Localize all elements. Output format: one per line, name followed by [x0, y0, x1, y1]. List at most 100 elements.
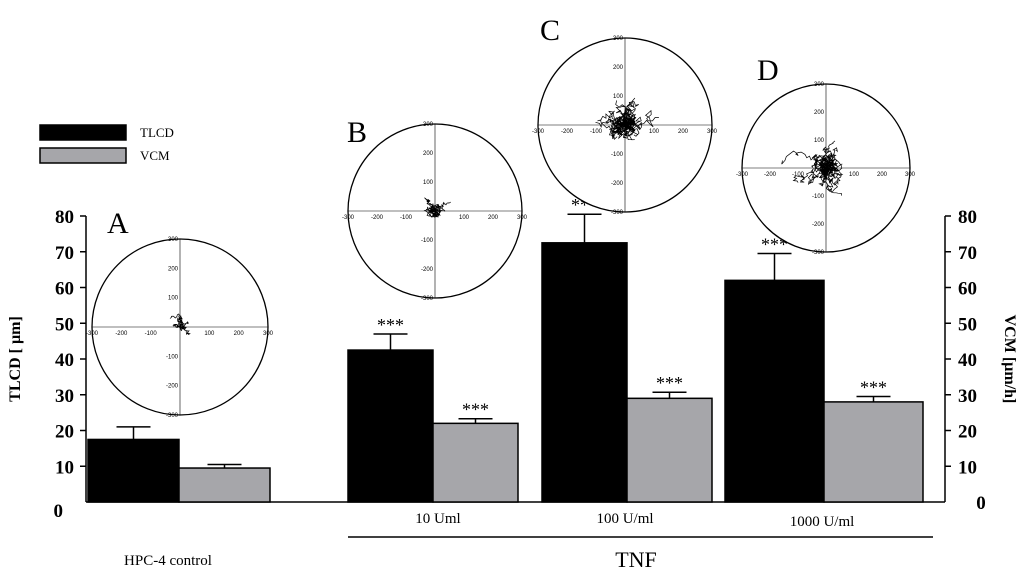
trajectory-tick-label: 300 [168, 237, 179, 243]
trajectory-tick-label: 200 [877, 172, 888, 178]
trajectory-tick-label: -100 [166, 354, 179, 360]
right-tick-label: 50 [958, 314, 977, 335]
cell-track [824, 170, 842, 193]
cell-track [183, 328, 191, 336]
left-tick-label: 80 [55, 207, 74, 228]
trajectory-tick-label: -300 [736, 172, 749, 178]
trajectory-tick-label: -100 [400, 215, 413, 221]
trajectory-tick-label: -100 [812, 194, 825, 200]
cell-track [178, 317, 185, 330]
legend: TLCD VCM [39, 124, 174, 164]
trajectory-tick-label: 200 [613, 65, 624, 71]
trajectory-tick-label: 100 [423, 180, 434, 186]
bar-vcm [178, 467, 271, 503]
trajectory-tick-label: -300 [532, 129, 545, 135]
trajectory-tick-label: -300 [611, 210, 624, 216]
trajectory-tick-label: -200 [764, 172, 777, 178]
bar-tlcd [87, 438, 180, 503]
trajectory-tick-label: 100 [168, 296, 179, 302]
cell-track [179, 326, 185, 332]
trajectory-tick-label: -200 [115, 331, 128, 337]
panel-letter-b: B [347, 116, 367, 149]
category-label-100: 100 U/ml [596, 511, 653, 527]
trajectory-tick-label: 200 [234, 331, 245, 337]
trajectory-panel-a: A 300 200 100 -100 -200 -300 -300 -200 -100 100 200… [86, 207, 274, 419]
trajectory-tick-label: 100 [613, 94, 624, 100]
category-label-control: HPC-4 control [124, 553, 212, 569]
trajectory-tick-label: -100 [611, 152, 624, 158]
legend-label-vcm: VCM [140, 148, 170, 163]
right-tick-label: 0 [976, 493, 986, 514]
left-tick-label: 50 [55, 314, 74, 335]
cell-track [177, 318, 184, 327]
right-tick-label: 70 [958, 243, 977, 264]
trajectory-panel-b: B 300 200 100 -100 -200 -300 -300 -200 -100 100 200… [342, 116, 528, 302]
cell-track [423, 208, 438, 218]
trajectory-tick-label: -100 [145, 331, 158, 337]
cell-track [818, 165, 828, 180]
cell-track [436, 201, 451, 213]
trajectory-tick-label: 300 [423, 122, 434, 128]
left-tick-label: 10 [55, 457, 74, 478]
legend-label-tlcd: TLCD [140, 125, 174, 140]
bar-vcm [432, 422, 519, 503]
right-tick-label: 10 [958, 457, 977, 478]
trajectory-tick-label: -200 [812, 222, 825, 228]
bar-vcm [626, 397, 713, 503]
trajectory-panel-c: C 300 200 100 -100 -200 -300 -300 -200 -100 100 200… [532, 14, 718, 216]
trajectory-tick-label: -300 [421, 296, 434, 302]
trajectory-tick-label: -100 [792, 172, 805, 178]
panel-letter-d: D [757, 54, 779, 87]
trajectory-tick-label: 300 [707, 129, 718, 135]
cell-track [172, 323, 180, 328]
cell-track [433, 205, 443, 215]
bar-tlcd [541, 242, 628, 503]
significance-label: *** [462, 400, 489, 420]
trajectory-tick-label: -300 [166, 413, 179, 419]
cell-track [426, 209, 438, 218]
left-axis-title: TLCD [ µm] [7, 316, 24, 402]
trajectory-tick-label: -100 [421, 238, 434, 244]
trajectory-tick-label: 200 [814, 110, 825, 116]
tnf-group-label: TNF [615, 547, 657, 572]
legend-swatch-vcm [39, 147, 127, 164]
panel-letter-c: C [540, 14, 560, 47]
significance-label: *** [860, 378, 887, 398]
bar-series: ****************** [87, 195, 924, 503]
left-tick-label: 60 [55, 279, 74, 300]
trajectory-tick-label: 100 [649, 129, 660, 135]
right-tick-label: 30 [958, 386, 977, 407]
category-label-1000: 1000 U/ml [790, 514, 855, 530]
trajectory-tick-label: 100 [459, 215, 470, 221]
bar-vcm [823, 401, 924, 503]
trajectory-tick-label: 200 [488, 215, 499, 221]
trajectory-tick-label: -200 [371, 215, 384, 221]
category-label-10: 10 Uml [415, 511, 460, 527]
left-tick-label: 20 [55, 422, 74, 443]
trajectory-tick-label: -200 [166, 384, 179, 390]
left-tick-label: 30 [55, 386, 74, 407]
left-tick-label: 40 [55, 350, 74, 371]
trajectory-tick-label: 300 [814, 82, 825, 88]
right-y-ticks: 0 10 20 30 40 50 60 70 80 [945, 207, 986, 514]
trajectory-tick-label: 300 [905, 172, 916, 178]
cell-track [181, 321, 189, 328]
bar-tlcd [347, 349, 434, 503]
right-tick-label: 20 [958, 422, 977, 443]
trajectory-panels: A 300 200 100 -100 -200 -300 -300 -200 -100 100 200… [86, 14, 916, 419]
trajectory-tick-label: 200 [678, 129, 689, 135]
significance-label: *** [656, 373, 683, 393]
cell-track [823, 147, 838, 167]
right-axis-title: VCM [µm/h] [1001, 315, 1018, 404]
trajectory-panel-d: D 300 200 100 -100 -200 -300 -300 -200 -100 100 200… [736, 54, 916, 256]
cell-track [434, 203, 442, 210]
cell-track [609, 117, 631, 137]
trajectory-tick-label: 300 [613, 36, 624, 42]
cell-track [424, 197, 434, 209]
cell-track [781, 150, 826, 171]
cell-track [620, 113, 636, 131]
legend-swatch-tlcd [39, 124, 127, 141]
right-tick-label: 60 [958, 279, 977, 300]
trajectory-tick-label: 200 [423, 151, 434, 157]
